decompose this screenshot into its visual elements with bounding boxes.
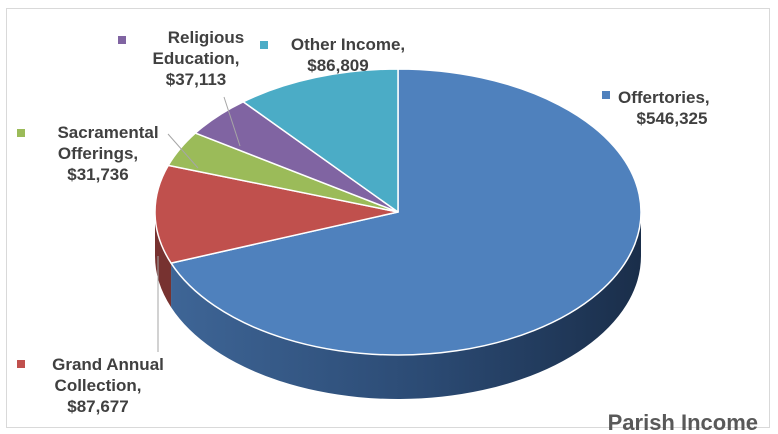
pie-slice-1 bbox=[154, 164, 399, 264]
pie-side-1 bbox=[155, 212, 172, 308]
data-label-2-line-1: Offerings, bbox=[58, 144, 138, 163]
leader-line-2 bbox=[167, 133, 199, 169]
data-label-3-line-1: Education, bbox=[153, 49, 240, 68]
data-label-3-line-2: $37,113 bbox=[166, 70, 227, 89]
data-label-3-line-0: Religious bbox=[168, 28, 245, 47]
label-marker-2 bbox=[17, 129, 25, 137]
data-label-2-line-0: Sacramental bbox=[57, 123, 158, 142]
label-marker-1 bbox=[17, 360, 25, 368]
pie-side-0 bbox=[171, 212, 642, 399]
label-marker-4 bbox=[260, 41, 268, 49]
chart-title: Parish Income bbox=[608, 410, 758, 434]
label-marker-3 bbox=[118, 36, 126, 44]
data-label-0-line-0: Offertories, bbox=[618, 88, 710, 107]
data-label-4-line-1: $86,809 bbox=[307, 56, 368, 75]
data-label-1-line-2: $87,677 bbox=[67, 397, 128, 416]
data-label-1-line-1: Collection, bbox=[55, 376, 142, 395]
data-label-1-line-0: Grand Annual bbox=[52, 355, 164, 374]
label-marker-0 bbox=[602, 91, 610, 99]
data-label-4-line-0: Other Income, bbox=[291, 35, 405, 54]
pie-slice-4 bbox=[242, 68, 399, 213]
pie-slice-0 bbox=[170, 68, 642, 356]
data-label-2-line-2: $31,736 bbox=[67, 165, 128, 184]
data-label-0-line-1: $546,325 bbox=[637, 109, 708, 128]
leader-line-3 bbox=[223, 96, 241, 147]
